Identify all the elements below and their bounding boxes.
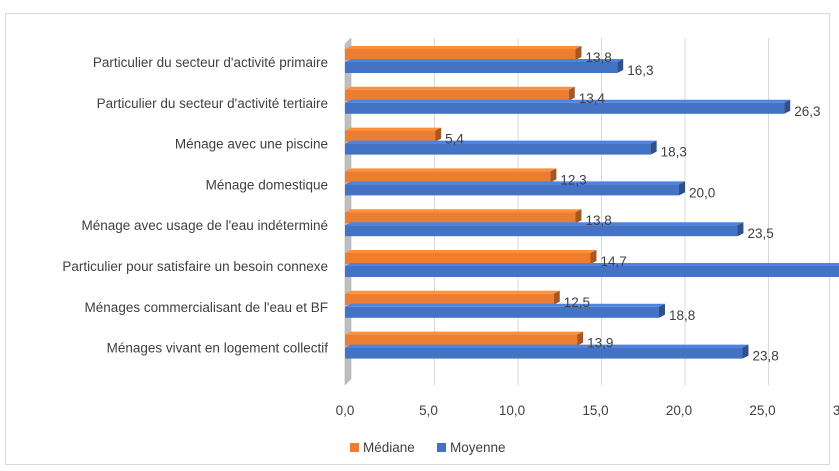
bar-moyenne xyxy=(345,143,651,155)
bar-top-face xyxy=(345,250,597,253)
bar-end-face xyxy=(617,59,624,73)
bar-end-face xyxy=(742,344,749,359)
bar-top-face xyxy=(345,140,657,144)
x-tick-label: 20,0 xyxy=(666,403,692,418)
bar-top-face xyxy=(345,222,744,226)
bar-end-face xyxy=(550,168,557,183)
data-label: 13,4 xyxy=(579,91,606,106)
bar-top-face xyxy=(345,344,749,348)
legend-label: Moyenne xyxy=(450,440,506,455)
bar-moyenne xyxy=(345,62,618,73)
data-label: 14,7 xyxy=(600,254,626,269)
x-tick-label: 5,0 xyxy=(419,403,438,418)
bar-end-face xyxy=(575,209,582,224)
bar-top-face xyxy=(345,209,582,213)
data-label: 16,3 xyxy=(627,63,653,78)
bar-moyenne xyxy=(345,347,743,359)
bar-moyenne xyxy=(345,225,738,237)
category-label: Ménage avec usage de l'eau indéterminé xyxy=(82,218,329,233)
bar-moyenne xyxy=(345,184,679,196)
bar-top-face xyxy=(345,127,442,131)
bar-end-face xyxy=(435,127,442,142)
bar-moyenne xyxy=(345,102,785,114)
bars xyxy=(345,46,839,359)
x-tick-labels: 0,05,010,015,020,025,030,035,0 xyxy=(336,403,839,418)
bar-top-face xyxy=(345,290,560,294)
category-label: Particulier du secteur d'activité primai… xyxy=(93,55,328,70)
legend-swatch-mediane xyxy=(350,443,359,452)
bar-end-face xyxy=(575,46,582,60)
category-label: Particulier du secteur d'activité tertia… xyxy=(97,96,328,111)
bar-end-face xyxy=(577,331,584,346)
x-tick-label: 0,0 xyxy=(336,403,355,418)
bar-top-face xyxy=(345,168,557,172)
bar-top-face xyxy=(345,86,575,90)
category-label: Particulier pour satisfaire un besoin co… xyxy=(62,259,328,274)
bar-top-face xyxy=(345,303,665,307)
data-label: 20,0 xyxy=(689,185,715,200)
data-label: 18,8 xyxy=(669,308,695,323)
bar-mediane xyxy=(345,212,576,224)
bar-moyenne xyxy=(345,306,659,318)
bar-top-face xyxy=(345,59,624,62)
x-tick-label: 15,0 xyxy=(582,403,608,418)
bar-end-face xyxy=(658,303,665,318)
bar-top-face xyxy=(345,99,791,103)
data-labels: 13,8 16,3 13,4 26,3 5,4 18,3 12,3 20,0 13,8 23,5 1… xyxy=(445,50,820,364)
category-label: Ménages vivant en logement collectif xyxy=(107,341,329,356)
legend-swatch-moyenne xyxy=(437,443,446,452)
bar-moyenne xyxy=(345,266,839,277)
category-labels: Particulier du secteur d'activité primai… xyxy=(62,55,328,356)
bar-mediane xyxy=(345,253,591,264)
bar-top-face xyxy=(345,46,582,49)
data-label: 5,4 xyxy=(445,132,464,147)
data-label: 12,3 xyxy=(560,172,586,187)
bar-mediane xyxy=(345,89,569,101)
x-tick-label: 25,0 xyxy=(749,403,775,418)
bar-end-face xyxy=(679,181,685,196)
category-label: Ménage avec une piscine xyxy=(175,137,328,152)
bar-end-face xyxy=(568,86,575,101)
bar-top-face xyxy=(345,181,685,185)
bar-end-face xyxy=(737,222,744,237)
bar-end-face xyxy=(650,140,657,155)
data-label: 13,8 xyxy=(585,50,611,65)
bar-top-face xyxy=(345,331,584,335)
bar-mediane xyxy=(345,49,576,60)
legend: Médiane Moyenne xyxy=(350,440,506,455)
bar-end-face xyxy=(784,99,791,114)
data-label: 18,3 xyxy=(661,145,687,160)
category-label: Ménages commercialisant de l'eau et BF xyxy=(85,300,328,315)
data-label: 13,9 xyxy=(587,336,613,351)
bar-mediane xyxy=(345,130,436,142)
bar-mediane xyxy=(345,334,578,346)
category-label: Ménage domestique xyxy=(206,177,328,192)
bar-end-face xyxy=(590,250,597,264)
data-label: 12,5 xyxy=(564,295,590,310)
bar-mediane xyxy=(345,293,554,305)
bar-end-face xyxy=(553,290,560,305)
bar-mediane xyxy=(345,171,551,183)
data-label: 13,8 xyxy=(585,213,611,228)
legend-label: Médiane xyxy=(363,440,415,455)
data-label: 23,8 xyxy=(752,349,778,364)
bar-top-face xyxy=(345,263,839,266)
x-tick-label: 30,0 xyxy=(833,403,839,418)
x-tick-label: 10,0 xyxy=(499,403,525,418)
data-label: 26,3 xyxy=(794,104,820,119)
data-label: 23,5 xyxy=(747,226,773,241)
